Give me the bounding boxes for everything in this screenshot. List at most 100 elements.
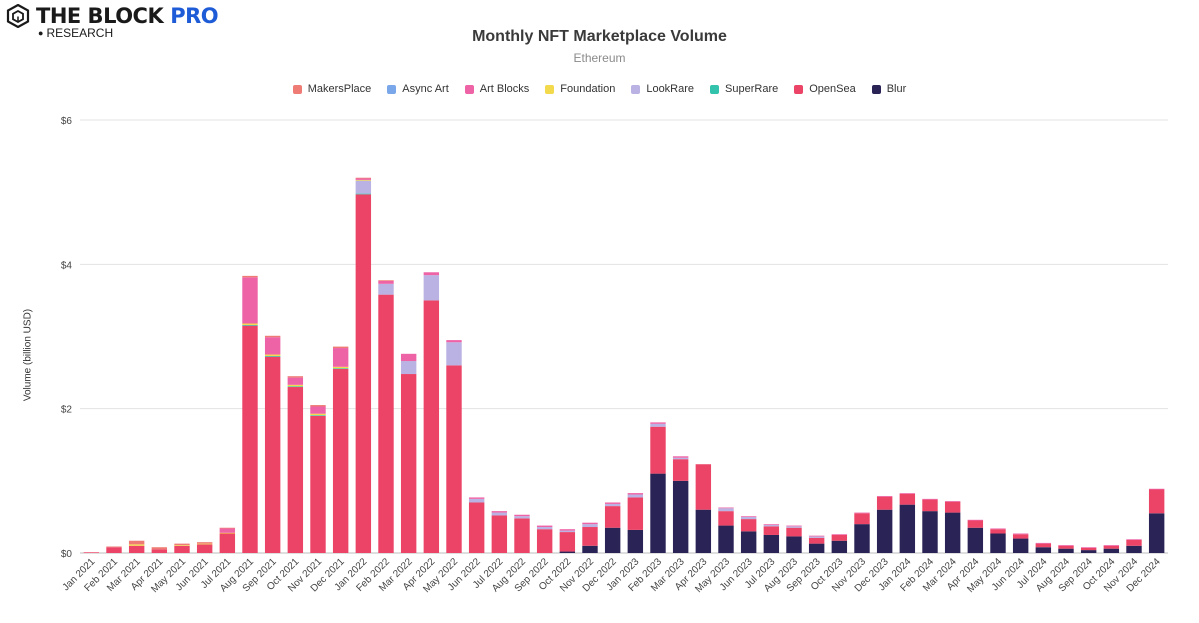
bar-segment-opensea[interactable] [423,300,440,553]
bar-segment-blur[interactable] [1058,548,1074,553]
bar-segment-art-blocks[interactable] [1080,547,1097,548]
bar-segment-opensea[interactable] [1103,545,1120,549]
bar-segment-opensea[interactable] [876,496,893,510]
bar-segment-opensea[interactable] [400,374,417,553]
bar-segment-superrare[interactable] [264,355,281,357]
bar-segment-lookrare[interactable] [786,526,802,528]
bar-segment-lookrare[interactable] [718,508,734,512]
bar-segment-lookrare[interactable] [604,503,621,507]
bar-segment-lookrare[interactable] [559,530,576,533]
bar-segment-blur[interactable] [1035,547,1052,553]
bar-segment-art-blocks[interactable] [400,353,417,362]
bar-segment-foundation[interactable] [242,323,258,325]
bar-segment-blur[interactable] [831,540,848,553]
bar-segment-superrare[interactable] [287,386,304,388]
bar-segment-blur[interactable] [695,509,712,553]
bar-segment-opensea[interactable] [151,549,168,553]
bar-segment-makersplace[interactable] [128,540,145,545]
bar-segment-blur[interactable] [967,527,984,553]
bar-segment-art-blocks[interactable] [423,272,440,276]
bar-segment-blur[interactable] [718,525,734,553]
bar-segment-makersplace[interactable] [219,527,236,529]
bar-segment-art-blocks[interactable] [763,524,780,525]
bar-segment-opensea[interactable] [242,325,258,553]
bar-segment-art-blocks[interactable] [718,507,734,509]
legend-item-blur[interactable]: Blur [871,83,906,95]
legend-item-superrare[interactable]: SuperRare [710,83,778,95]
bar-segment-lookrare[interactable] [627,494,644,498]
bar-segment-blur[interactable] [627,529,644,553]
bar-segment-opensea[interactable] [514,518,530,553]
bar-segment-lookrare[interactable] [378,283,394,295]
bar-segment-art-blocks[interactable] [627,493,644,495]
bar-segment-opensea[interactable] [831,534,848,541]
bar-segment-opensea[interactable] [196,544,213,553]
bar-segment-art-blocks[interactable] [786,525,802,527]
bar-segment-art-blocks[interactable] [219,528,236,533]
bar-segment-makersplace[interactable] [264,335,281,338]
bar-segment-art-blocks[interactable] [332,348,349,367]
bar-segment-opensea[interactable] [355,194,372,553]
bar-segment-blur[interactable] [1080,550,1097,553]
bar-segment-opensea[interactable] [128,545,145,553]
bar-segment-art-blocks[interactable] [944,501,961,502]
bar-segment-art-blocks[interactable] [899,493,916,494]
bar-segment-makersplace[interactable] [196,542,213,544]
bar-segment-blur[interactable] [740,531,757,553]
bar-segment-opensea[interactable] [536,529,553,553]
bar-segment-foundation[interactable] [174,545,190,546]
bar-segment-art-blocks[interactable] [990,528,1006,530]
bar-segment-makersplace[interactable] [151,547,168,550]
bar-segment-lookrare[interactable] [355,180,372,194]
bar-segment-opensea[interactable] [650,426,666,474]
bar-segment-opensea[interactable] [740,519,757,532]
bar-segment-makersplace[interactable] [174,543,190,546]
bar-segment-lookrare[interactable] [400,361,417,375]
bar-segment-opensea[interactable] [627,497,644,530]
bar-segment-art-blocks[interactable] [808,535,825,537]
legend-item-lookrare[interactable]: LookRare [631,83,694,95]
bar-segment-art-blocks[interactable] [536,525,553,528]
bar-segment-art-blocks[interactable] [1012,533,1029,535]
bar-segment-opensea[interactable] [718,511,734,526]
legend-item-async-art[interactable]: Async Art [387,83,449,95]
bar-segment-blur[interactable] [854,524,870,553]
bar-segment-blur[interactable] [922,511,938,553]
bar-segment-opensea[interactable] [310,415,326,553]
bar-segment-lookrare[interactable] [650,423,666,427]
bar-segment-foundation[interactable] [219,532,236,534]
bar-segment-lookrare[interactable] [582,524,598,528]
bar-segment-lookrare[interactable] [468,498,485,503]
bar-segment-opensea[interactable] [264,356,281,553]
bar-segment-opensea[interactable] [582,527,598,546]
bar-segment-superrare[interactable] [355,193,372,195]
bar-segment-art-blocks[interactable] [1126,539,1142,541]
bar-segment-opensea[interactable] [672,459,689,481]
bar-segment-foundation[interactable] [310,413,326,416]
bar-segment-art-blocks[interactable] [831,534,848,535]
bar-segment-art-blocks[interactable] [491,511,508,513]
bar-segment-opensea[interactable] [1126,540,1142,546]
bar-segment-foundation[interactable] [196,543,213,545]
bar-segment-art-blocks[interactable] [242,277,258,324]
bar-segment-art-blocks[interactable] [876,495,893,497]
bar-segment-opensea[interactable] [990,529,1006,534]
bar-segment-foundation[interactable] [264,354,281,356]
bar-segment-lookrare[interactable] [808,536,825,538]
bar-segment-opensea[interactable] [695,464,712,510]
bar-segment-makersplace[interactable] [355,177,372,179]
bar-segment-art-blocks[interactable] [355,178,372,180]
bar-segment-opensea[interactable] [944,501,961,513]
bar-segment-blur[interactable] [1148,513,1165,553]
bar-segment-blur[interactable] [1012,538,1029,553]
bar-segment-lookrare[interactable] [672,457,689,460]
bar-segment-blur[interactable] [763,534,780,553]
bar-segment-blur[interactable] [559,551,576,553]
bar-segment-foundation[interactable] [287,384,304,387]
bar-segment-makersplace[interactable] [378,280,394,281]
bar-segment-lookrare[interactable] [423,275,440,301]
bar-segment-superrare[interactable] [242,324,258,326]
bar-segment-art-blocks[interactable] [446,340,462,343]
bar-segment-opensea[interactable] [604,506,621,528]
bar-segment-makersplace[interactable] [242,275,258,278]
